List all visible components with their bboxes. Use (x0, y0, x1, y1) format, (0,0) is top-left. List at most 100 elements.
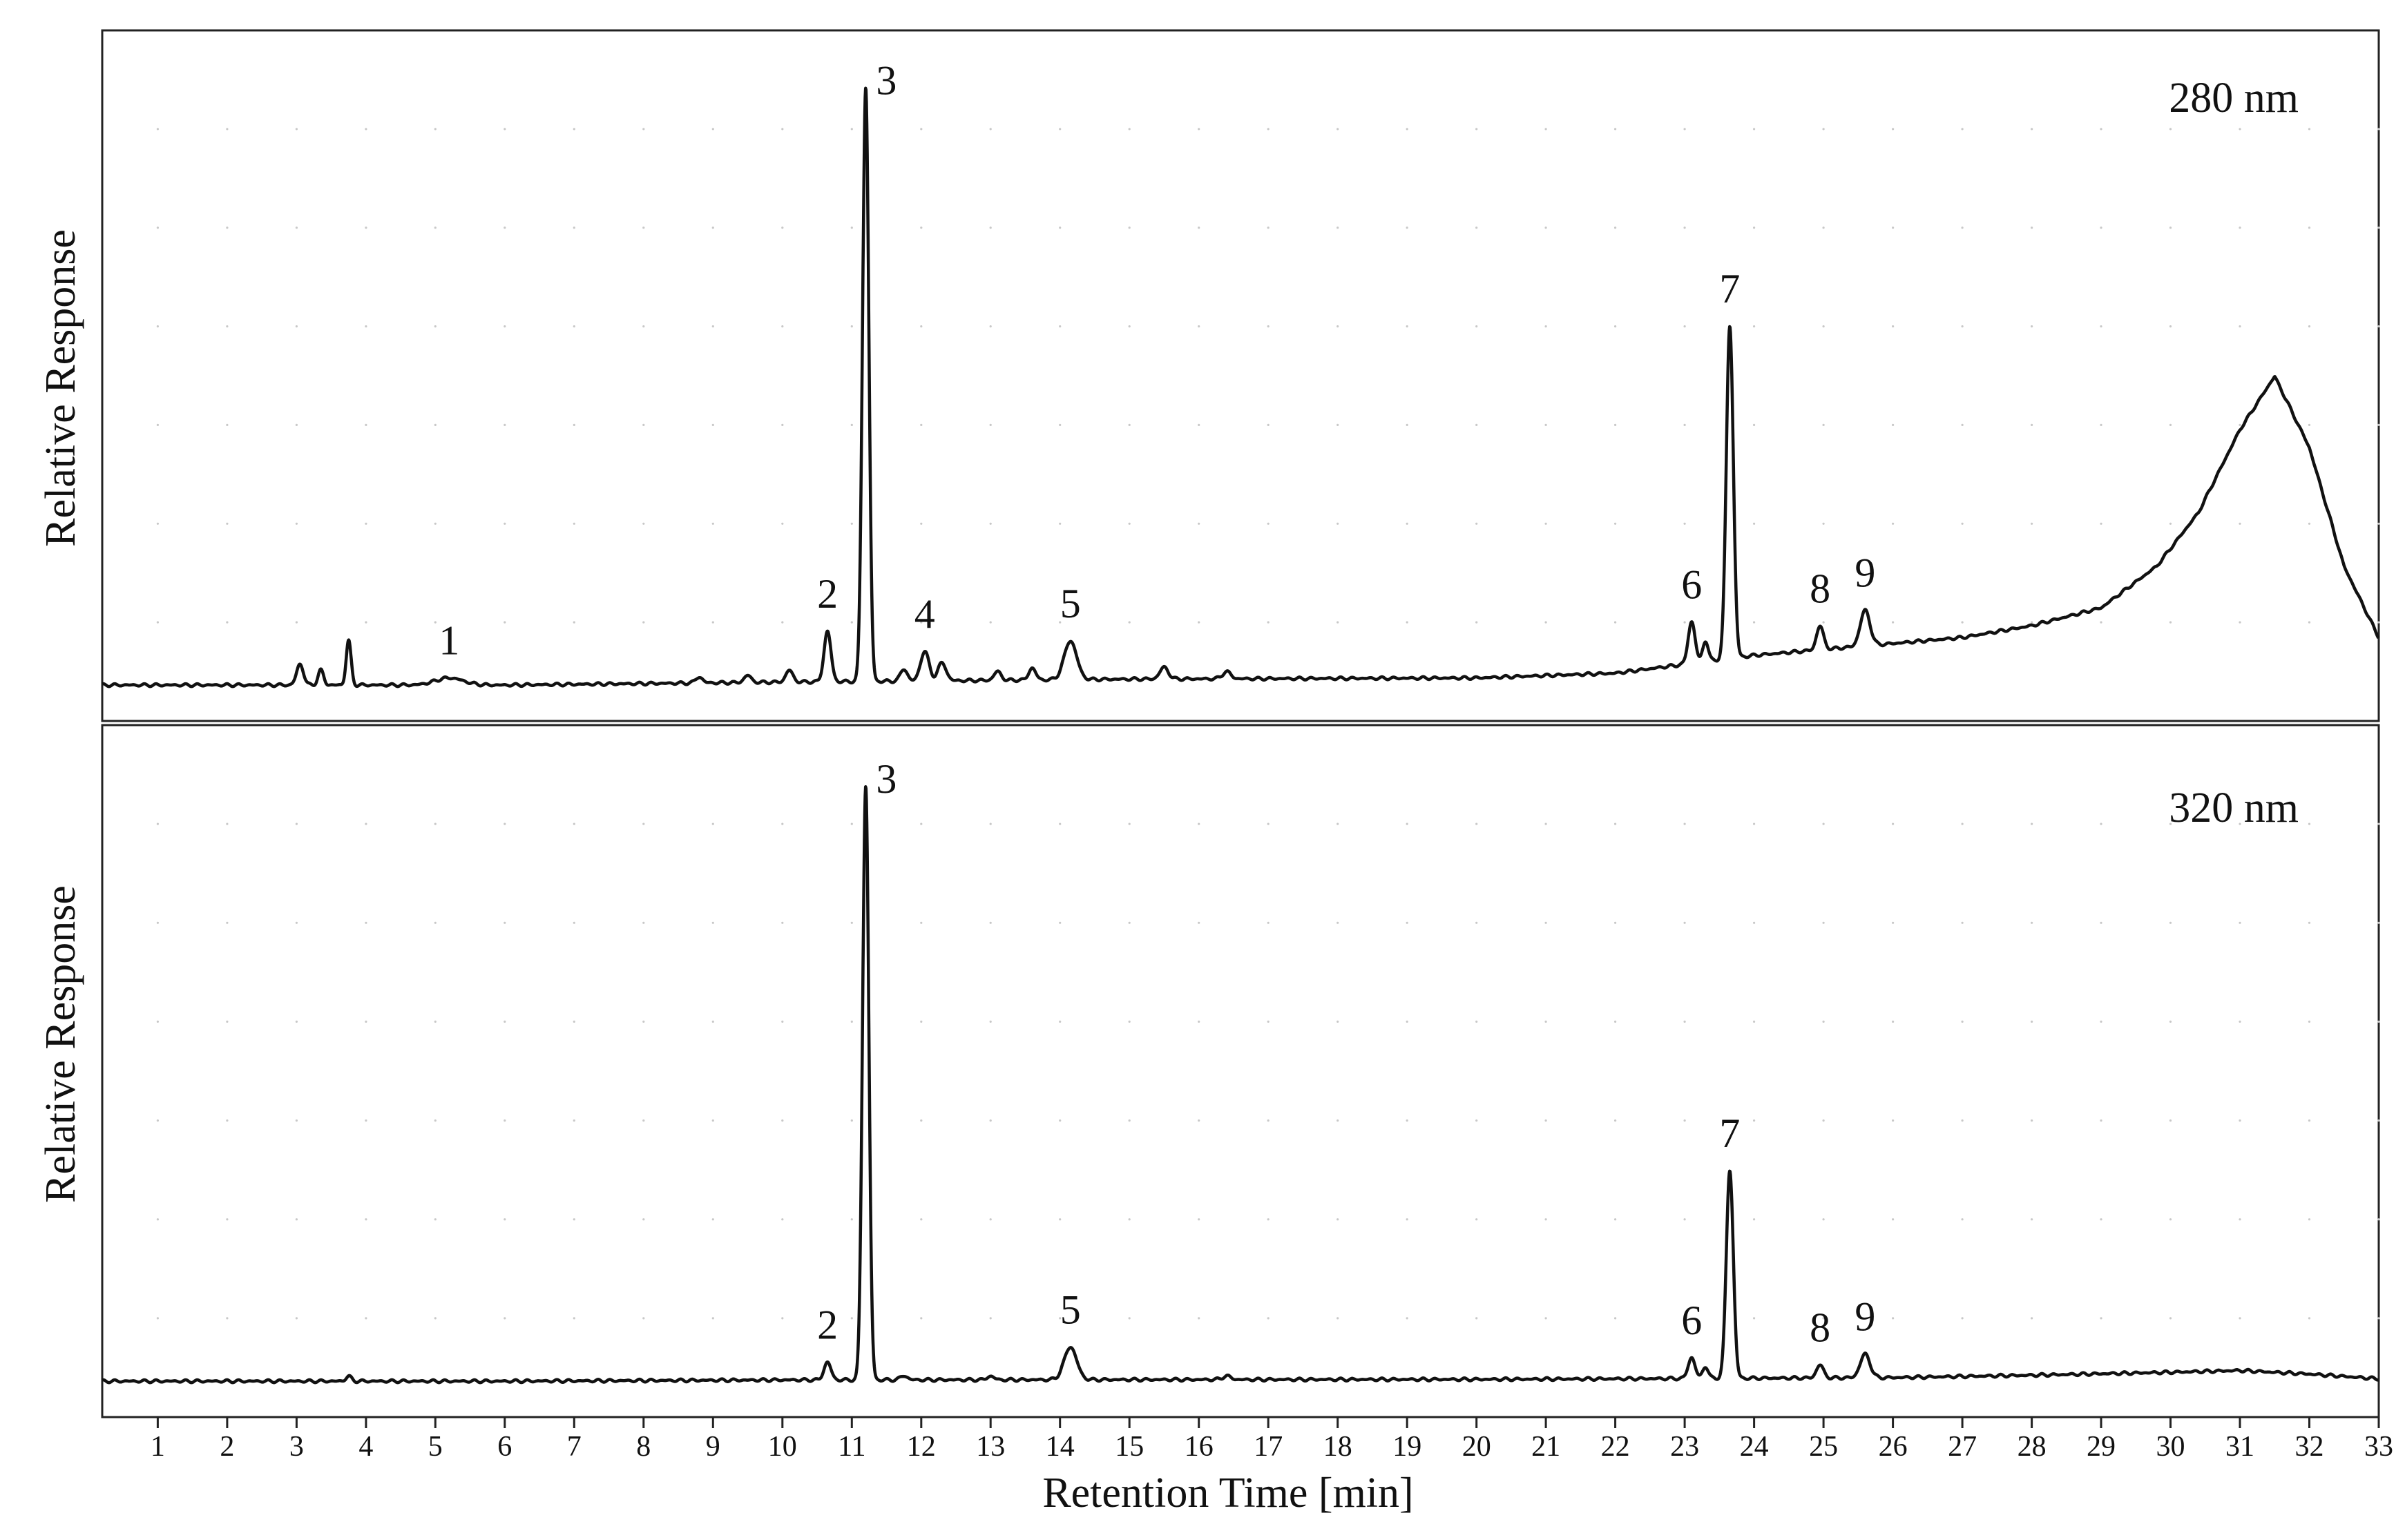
grid-dot (2169, 128, 2172, 131)
grid-dot (1683, 325, 1686, 328)
grid-dot (1267, 227, 1269, 229)
grid-dot (434, 621, 437, 624)
grid-dot (1544, 1218, 1547, 1221)
grid-dot (1892, 423, 1895, 427)
grid-dot (1336, 325, 1339, 328)
grid-dot (989, 1020, 992, 1023)
grid-dot (1753, 128, 1756, 131)
grid-dot (920, 227, 923, 229)
grid-dot (850, 227, 853, 229)
peak-label-320nm-7: 7 (1719, 1110, 1740, 1156)
grid-dot (1614, 1020, 1617, 1023)
grid-dot (1753, 522, 1756, 525)
grid-dot (2100, 1119, 2102, 1122)
grid-dot (1892, 325, 1895, 328)
grid-dot (1544, 921, 1547, 924)
grid-dot (365, 822, 367, 825)
grid-dot (504, 325, 506, 328)
grid-dot (2239, 1119, 2241, 1122)
grid-dot (434, 522, 437, 525)
grid-dot (1336, 423, 1339, 427)
grid-dot (1544, 423, 1547, 427)
grid-dot (365, 227, 367, 229)
grid-dot (1336, 822, 1339, 825)
grid-dot (2100, 921, 2102, 924)
grid-dot (2031, 128, 2033, 131)
grid-dot (711, 227, 714, 229)
grid-dot (504, 1119, 506, 1122)
grid-dot (1475, 822, 1478, 825)
x-tick-label: 25 (1809, 1431, 1838, 1463)
grid-dot (989, 1317, 992, 1320)
grid-dot (2239, 921, 2241, 924)
grid-dot (781, 1317, 784, 1320)
grid-dot (226, 621, 229, 624)
grid-dot (642, 128, 645, 131)
grid-dot (1892, 128, 1895, 131)
grid-dot (1336, 1020, 1339, 1023)
grid-dot (1198, 423, 1200, 427)
grid-dot (1406, 128, 1408, 131)
grid-dot (1406, 227, 1408, 229)
grid-dot (226, 227, 229, 229)
grid-dot (1753, 423, 1756, 427)
x-tick-label: 16 (1185, 1431, 1214, 1463)
grid-dot (365, 325, 367, 328)
y-axis-label-280nm: Relative Response (37, 229, 84, 547)
grid-dot (1059, 423, 1062, 427)
grid-dot (1961, 227, 1964, 229)
grid-dot (1544, 227, 1547, 229)
panel-280nm-frame (101, 29, 2380, 722)
grid-dot (711, 1020, 714, 1023)
grid-dot (1822, 522, 1825, 525)
grid-dot (156, 325, 159, 328)
grid-dot (156, 1317, 159, 1320)
grid-dot (2377, 423, 2380, 427)
grid-dot (295, 128, 298, 131)
grid-dot (1614, 921, 1617, 924)
grid-dot (2377, 1317, 2380, 1320)
grid-dot (1753, 1317, 1756, 1320)
grid-dot (1475, 1317, 1478, 1320)
grid-dot (711, 522, 714, 525)
grid-dot (504, 1317, 506, 1320)
grid-dot (850, 423, 853, 427)
grid-dot (365, 1119, 367, 1122)
grid-dot (1128, 921, 1131, 924)
grid-dot (642, 921, 645, 924)
grid-dot (156, 1119, 159, 1122)
grid-dot (1267, 1218, 1269, 1221)
grid-dot (2239, 621, 2241, 624)
grid-dot (1961, 621, 1964, 624)
grid-dot (1198, 128, 1200, 131)
grid-dot (2169, 227, 2172, 229)
wavelength-label-280nm: 280 nm (2169, 75, 2299, 122)
grid-dot (295, 522, 298, 525)
grid-dot (1614, 1218, 1617, 1221)
grid-dot (1822, 1218, 1825, 1221)
grid-dot (226, 522, 229, 525)
grid-dot (2239, 423, 2241, 427)
grid-dot (573, 621, 575, 624)
grid-dot (1128, 522, 1131, 525)
grid-dot (642, 1317, 645, 1320)
grid-dot (365, 1317, 367, 1320)
grid-dot (1614, 128, 1617, 131)
peak-label-320nm-3: 3 (876, 756, 897, 802)
grid-dot (573, 1020, 575, 1023)
panel-320nm-grid (156, 822, 2380, 1320)
grid-dot (711, 1317, 714, 1320)
grid-dot (850, 1119, 853, 1122)
grid-dot (989, 822, 992, 825)
grid-dot (711, 1218, 714, 1221)
panel-280nm-peak-labels: 1 2 3 4 5 6 7 8 9 (439, 58, 1875, 664)
grid-dot (1267, 1317, 1269, 1320)
grid-dot (1822, 822, 1825, 825)
grid-dot (1822, 1020, 1825, 1023)
grid-dot (2377, 621, 2380, 624)
grid-dot (2100, 822, 2102, 825)
grid-dot (434, 921, 437, 924)
grid-dot (504, 921, 506, 924)
grid-dot (2308, 1218, 2311, 1221)
grid-dot (1683, 822, 1686, 825)
